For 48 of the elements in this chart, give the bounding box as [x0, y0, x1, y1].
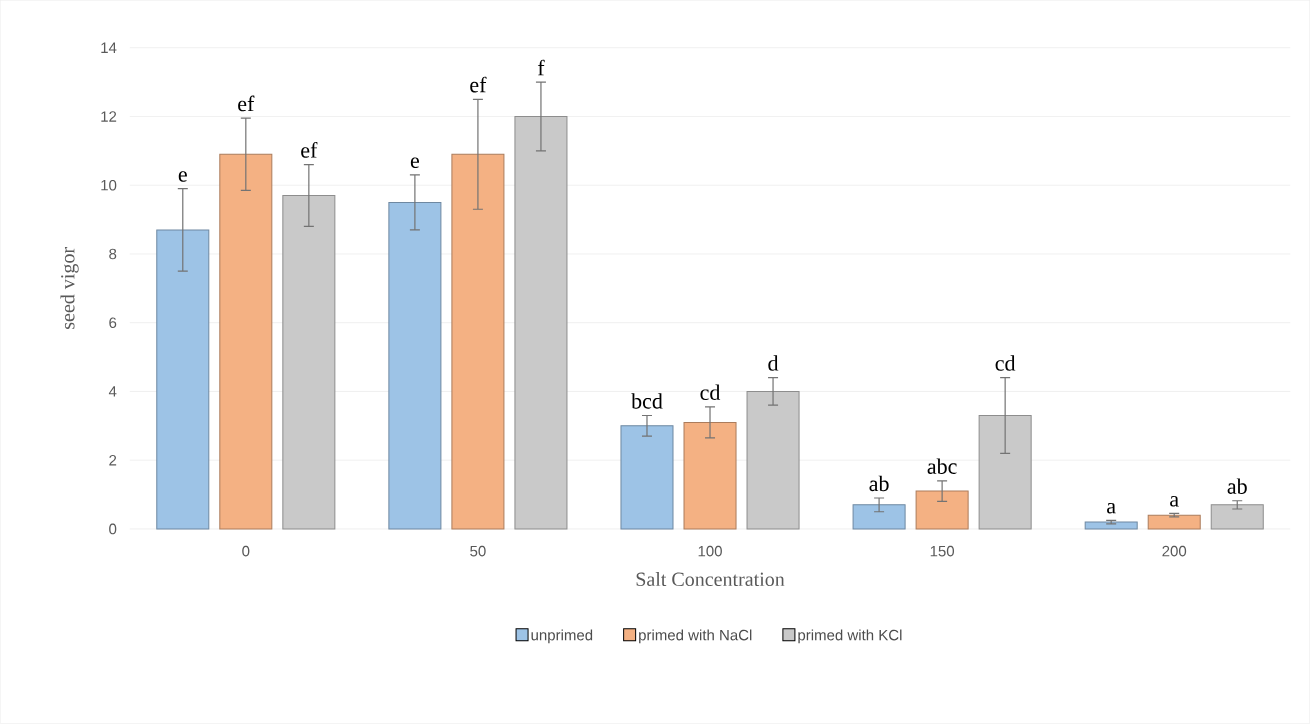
bar [1147, 514, 1201, 530]
x-tick-label: 50 [470, 545, 486, 557]
data-label: e [410, 157, 420, 169]
bar [1210, 504, 1264, 530]
bar [282, 195, 336, 530]
y-axis-title: seed vigor [60, 247, 79, 330]
legend-label: primed with KCl [798, 629, 902, 644]
bar [852, 504, 906, 530]
y-tick-label: 4 [108, 386, 117, 397]
y-tick-label: 8 [109, 248, 117, 260]
data-label: a [1170, 496, 1179, 507]
x-axis-title: Salt Concentration [636, 572, 785, 587]
y-tick-label: 14 [101, 42, 117, 54]
legend-label: primed with NaCl [639, 629, 752, 644]
data-label: cd [995, 355, 1016, 371]
bar [978, 415, 1032, 530]
bar [620, 425, 674, 530]
data-label: d [768, 355, 779, 371]
x-tick-label: 0 [242, 545, 250, 557]
bar [683, 422, 737, 530]
data-label: e [178, 171, 187, 182]
y-tick-label: 12 [101, 111, 117, 122]
bar [156, 229, 210, 530]
y-tick-label: 10 [101, 180, 117, 191]
data-label: ef [238, 95, 255, 112]
data-label: abc [927, 458, 957, 475]
legend-label: unprimed [531, 629, 593, 644]
y-tick-label: 0 [109, 523, 117, 535]
data-label: ab [1227, 478, 1247, 495]
bar [915, 490, 969, 530]
bar [451, 153, 505, 530]
bar [388, 202, 442, 530]
y-tick-label: 6 [109, 317, 117, 329]
data-label: ab [869, 475, 889, 492]
x-tick-label: 200 [1162, 545, 1187, 557]
x-tick-label: 100 [698, 545, 722, 557]
data-label: ef [470, 76, 487, 93]
bar [219, 153, 273, 530]
data-label: cd [700, 384, 721, 401]
data-label: ef [301, 142, 318, 158]
data-label: a [1107, 503, 1116, 514]
y-tick-label: 2 [109, 455, 117, 466]
bar [1084, 521, 1138, 530]
x-tick-label: 150 [930, 545, 955, 557]
bar [746, 391, 800, 530]
bar [514, 116, 568, 530]
data-label: f [537, 59, 545, 76]
data-label: bcd [631, 393, 663, 409]
